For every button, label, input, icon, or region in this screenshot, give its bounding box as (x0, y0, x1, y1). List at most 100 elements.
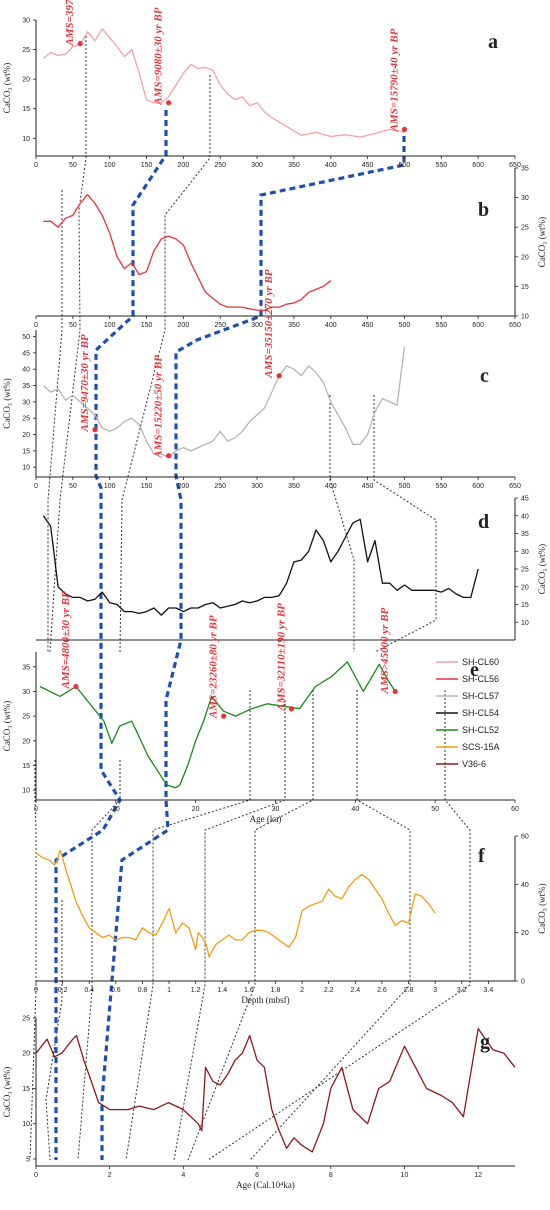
x-tick-label-a: 450 (362, 162, 374, 169)
x-tick-label-f: 2 (300, 987, 304, 994)
x-tick-label-b: 0 (34, 322, 38, 329)
x-tick-label-c: 450 (362, 483, 374, 490)
y-tick-label-c: 35 (22, 383, 30, 390)
x-tick-label-c: 500 (399, 483, 411, 490)
panel-letter-a: a (488, 31, 498, 53)
x-tick-label-b: 150 (141, 322, 153, 329)
x-tick-label-a: 550 (435, 162, 447, 169)
y-tick-label-b: 10 (521, 314, 529, 321)
y-tick-label-f: 20 (521, 930, 529, 937)
legend-entry: SCS-15A (462, 742, 500, 752)
x-tick-label-f: 3.4 (484, 987, 494, 994)
panel-b: 0 50 100 150 200 250 300 350 400 450 500 550 600 6501… (34, 166, 547, 330)
x-tick-label-b: 450 (362, 322, 374, 329)
y-tick-label-c: 15 (22, 448, 30, 455)
x-tick-label-f: 0.2 (58, 987, 68, 994)
y-tick-label-b: 30 (521, 195, 529, 202)
y-tick-label-a: 15 (22, 106, 30, 113)
x-tick-label-e: 0 (34, 806, 38, 813)
x-tick-label-c: 250 (214, 483, 226, 490)
series-line-a (42, 28, 405, 138)
x-tick-label-a: 0 (34, 162, 38, 169)
x-tick-label-f: 3.2 (457, 987, 467, 994)
ams-label-c: AMS=15220±50 yr BP (153, 355, 165, 459)
tie-line-4 (329, 395, 355, 652)
series-line-b (43, 193, 332, 311)
y-tick-label-c: 10 (22, 465, 30, 472)
ams-label-a: AMS=3970±30 yr BP (64, 0, 76, 47)
x-tick-label-e: 60 (511, 806, 519, 813)
y-tick-label-b: 25 (521, 225, 529, 232)
y-tick-label-c: 40 (22, 367, 30, 374)
x-tick-label-b: 400 (325, 322, 337, 329)
legend-entry: SH-CL57 (462, 691, 499, 701)
y-axis-label-a: CaCO₃ (wt%) (2, 63, 12, 113)
ams-label-a: AMS=9080±30 yr BP (153, 7, 165, 106)
y-tick-label-d: 10 (521, 620, 529, 627)
tie-line-3 (47, 190, 63, 652)
x-axis-label-f: Depth (mbsf) (241, 995, 289, 1005)
x-tick-label-f: 3 (433, 987, 437, 994)
panel-g: 0 2 4 6 8 10 12 5 10 15 20 25 CaCO₃ (wt%) Age (Cal.10… (2, 1016, 516, 1190)
tie-line-2 (119, 75, 211, 653)
panel-d: 10 15 20 25 30 35 40 45 CaCO₃ (wt%) d (36, 496, 547, 641)
tie-line-9 (187, 690, 314, 1161)
ams-label-c: AMS=35150±270 yr BP (263, 269, 275, 379)
x-tick-label-f: 2.2 (324, 987, 334, 994)
y-tick-label-d: 20 (521, 584, 529, 591)
x-tick-label-e: 50 (431, 806, 439, 813)
x-tick-label-c: 600 (472, 483, 484, 490)
y-tick-label-e: 35 (22, 664, 30, 671)
x-tick-label-f: 1.8 (271, 987, 281, 994)
x-tick-label-c: 650 (509, 483, 521, 490)
y-tick-label-d: 30 (521, 549, 529, 556)
ams-point-a (166, 100, 172, 106)
tie-line-13 (45, 900, 63, 1161)
legend-entry: V36-6 (462, 759, 486, 769)
x-tick-label-a: 650 (509, 162, 521, 169)
x-tick-label-f: 2.6 (377, 987, 387, 994)
y-tick-label-c: 30 (22, 399, 30, 406)
panel-f: 0 0.2 0.4 0.6 0.8 1 1.2 1.4 1.6 1.8 2 2.2 2.4 2.6 2.8 3… (34, 834, 547, 1006)
x-tick-label-f: 0.8 (138, 987, 148, 994)
y-tick-label-f: 40 (521, 882, 529, 889)
y-tick-label-d: 40 (521, 513, 529, 520)
y-tick-label-d: 45 (521, 496, 529, 503)
x-tick-label-f: 1.6 (244, 987, 254, 994)
x-axis-label-e: Age (ka) (250, 814, 282, 824)
ams-label-e: AMS>45000 yr BP (379, 607, 391, 694)
x-tick-label-a: 400 (325, 162, 337, 169)
x-tick-label-c: 150 (141, 483, 153, 490)
x-tick-label-a: 150 (141, 162, 153, 169)
x-tick-label-g: 12 (474, 1172, 482, 1179)
x-tick-label-c: 300 (251, 483, 263, 490)
ams-point-a (77, 41, 83, 47)
series-line-d (42, 515, 479, 616)
x-tick-label-f: 0.4 (84, 987, 94, 994)
tie-line-12 (29, 760, 37, 1161)
ams-point-c (92, 427, 98, 433)
x-tick-label-c: 100 (104, 483, 116, 490)
y-tick-label-f: 60 (521, 834, 529, 841)
panel-letter-b: b (478, 199, 489, 221)
tie-line-6 (77, 760, 121, 1161)
y-tick-label-g: 5 (26, 1156, 30, 1163)
y-tick-label-d: 15 (521, 602, 529, 609)
ams-label-e: AMS=32110±190 yr BP (275, 603, 287, 712)
tie-line-10 (249, 690, 411, 1161)
panel-letter-c: c (480, 365, 489, 387)
panel-c: 0 50 100 150 200 250 300 350 400 450 500 550 600 6501… (2, 269, 521, 490)
y-tick-label-e: 25 (22, 714, 30, 721)
x-tick-label-f: 1.2 (191, 987, 201, 994)
x-tick-label-c: 0 (34, 483, 38, 490)
y-tick-label-c: 50 (22, 334, 30, 341)
x-tick-label-b: 250 (214, 322, 226, 329)
y-tick-label-d: 35 (521, 531, 529, 538)
x-tick-label-c: 400 (325, 483, 337, 490)
x-tick-label-e: 20 (192, 806, 200, 813)
x-tick-label-b: 300 (251, 322, 263, 329)
ams-point-a (401, 126, 408, 132)
y-axis-label-g: CaCO₃ (wt%) (2, 1067, 12, 1117)
series-line-e (39, 661, 396, 789)
tie-line-11 (207, 690, 471, 1161)
